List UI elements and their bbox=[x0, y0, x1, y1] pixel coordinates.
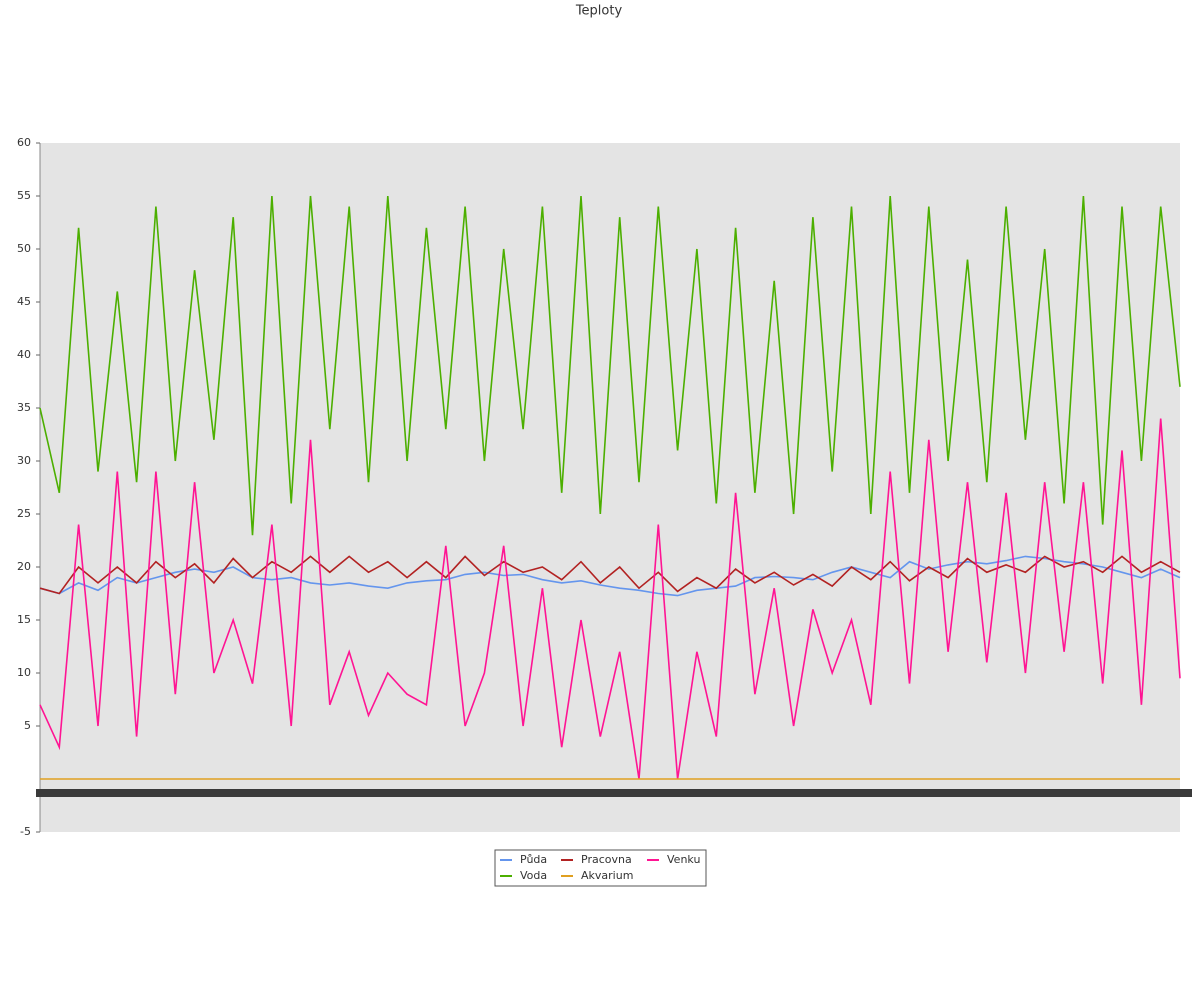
y-tick-label: 40 bbox=[17, 348, 31, 361]
y-tick-label: 25 bbox=[17, 507, 31, 520]
legend bbox=[494, 849, 707, 887]
legend-label: Voda bbox=[520, 869, 547, 882]
x-axis-labels-overlap bbox=[36, 789, 1192, 797]
y-tick-label: 60 bbox=[17, 136, 31, 149]
legend-label: Venku bbox=[667, 853, 700, 866]
y-tick-label: -5 bbox=[20, 825, 31, 838]
legend-label: Akvarium bbox=[581, 869, 633, 882]
y-tick-label: 55 bbox=[17, 189, 31, 202]
y-tick-label: 30 bbox=[17, 454, 31, 467]
series-line bbox=[39, 195, 1181, 536]
series-line bbox=[39, 555, 1181, 595]
y-tick-label: 45 bbox=[17, 295, 31, 308]
chart-title: Teploty bbox=[575, 4, 623, 19]
legend-label: Půda bbox=[520, 853, 547, 866]
ticks: -5 5 10 15 20 25 30 35 40 45 50 55 60 bbox=[17, 136, 40, 838]
y-tick-label: 5 bbox=[24, 719, 31, 732]
y-tick-label: 35 bbox=[17, 401, 31, 414]
y-tick-label: 50 bbox=[17, 242, 31, 255]
y-tick-label: 10 bbox=[17, 666, 31, 679]
lines bbox=[39, 195, 1181, 780]
y-tick-label: 15 bbox=[17, 613, 31, 626]
legend-items: Půda Pracovna Venku Voda Akvarium bbox=[500, 853, 700, 882]
series-line bbox=[39, 418, 1181, 780]
y-tick-label: 20 bbox=[17, 560, 31, 573]
series-line bbox=[39, 555, 1181, 597]
legend-label: Pracovna bbox=[581, 853, 632, 866]
